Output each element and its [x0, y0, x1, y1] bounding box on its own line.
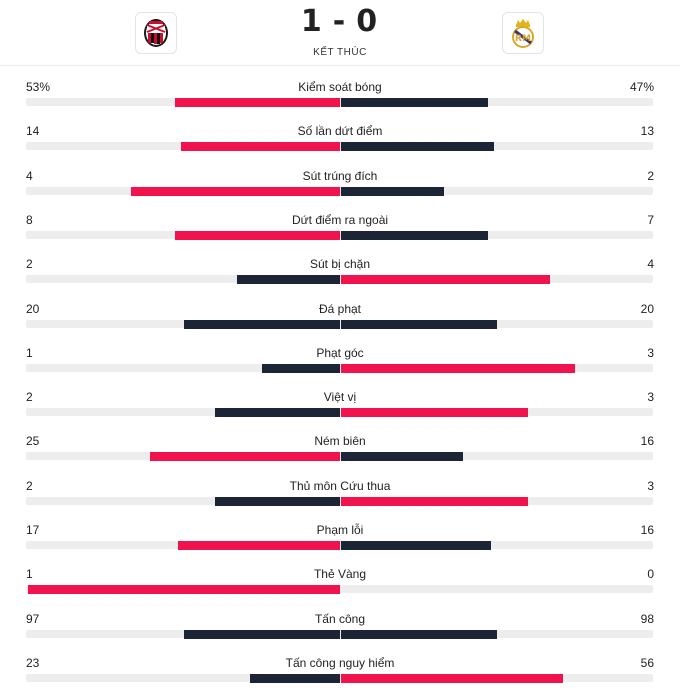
- stat-label: Việt vị: [323, 390, 357, 405]
- home-stat-bar: [28, 585, 340, 595]
- away-stat-value: 98: [640, 611, 654, 626]
- stat-label: Tấn công nguy hiểm: [285, 655, 395, 670]
- away-stat-value: 3: [647, 478, 654, 493]
- home-stat-bar: [175, 98, 340, 107]
- home-team-logo[interactable]: [135, 12, 177, 54]
- stat-label: Đá phạt: [318, 301, 362, 316]
- home-stat-value: 2: [26, 478, 33, 493]
- away-stat-bar: [341, 363, 575, 373]
- stat-label: Phạt góc: [316, 345, 364, 360]
- real-madrid-crest-icon: RM: [512, 19, 534, 48]
- away-stat-bar: [341, 275, 550, 285]
- home-stat-bar: [215, 408, 340, 418]
- away-stat-bar: [341, 408, 528, 418]
- away-stat-value: 16: [640, 434, 654, 449]
- home-stat-value: 25: [26, 434, 40, 449]
- home-stat-value: 53%: [26, 80, 51, 94]
- stat-row: 20 Đá phạt 20: [0, 288, 680, 332]
- stat-row: 2 Sút bị chặn 4: [0, 243, 680, 287]
- home-stat-value: 2: [26, 257, 33, 272]
- stat-row: 25 Ném biên 16: [0, 420, 680, 464]
- home-stat-bar: [215, 496, 340, 506]
- home-stat-bar: [184, 629, 340, 639]
- away-stat-value: 4: [647, 257, 654, 272]
- stat-label: Ném biên: [314, 434, 366, 449]
- stat-label: Dứt điểm ra ngoài: [291, 212, 389, 227]
- away-stat-value: 47%: [629, 80, 654, 94]
- away-stat-bar: [341, 186, 444, 196]
- home-stat-bar: [237, 275, 340, 285]
- stat-row: 2 Việt vị 3: [0, 376, 680, 420]
- home-stat-bar: [131, 186, 340, 196]
- home-stat-value: 1: [26, 345, 33, 360]
- home-stat-bar: [262, 363, 340, 373]
- home-stat-value: 17: [26, 523, 40, 537]
- stat-label: Phạm lỗi: [316, 523, 364, 537]
- scoreline: 1-0: [0, 4, 680, 39]
- home-stat-bar: [178, 541, 340, 550]
- away-stat-value: 2: [647, 168, 654, 183]
- home-stat-bar: [250, 673, 340, 683]
- stat-label: Số lần dứt điểm: [297, 124, 383, 139]
- stat-row: 97 Tấn công 98: [0, 598, 680, 642]
- home-stat-bar: [184, 319, 340, 329]
- home-stat-bar: [150, 452, 340, 462]
- away-stat-value: 56: [640, 655, 654, 670]
- home-stat-bar: [175, 230, 340, 240]
- stat-label: Thẻ Vàng: [313, 567, 367, 582]
- away-stat-bar: [341, 98, 488, 107]
- home-stat-bar: [181, 142, 340, 152]
- svg-text:RM: RM: [515, 34, 531, 44]
- away-stat-bar: [341, 452, 463, 462]
- away-stat-bar: [341, 319, 497, 329]
- ac-milan-crest-icon: [144, 19, 168, 47]
- home-stat-value: 97: [26, 611, 40, 626]
- away-stat-bar: [341, 541, 491, 550]
- away-team-logo[interactable]: RM: [502, 12, 544, 54]
- stat-row: 4 Sút trúng đích 2: [0, 155, 680, 199]
- stat-row: 1 Phạt góc 3: [0, 332, 680, 376]
- stat-row: 1 Thẻ Vàng 0: [0, 553, 680, 597]
- stat-row: 17 Phạm lỗi 16: [0, 509, 680, 553]
- home-stat-value: 4: [26, 168, 33, 183]
- score-separator: -: [332, 4, 348, 39]
- away-stat-value: 0: [647, 567, 654, 582]
- stat-label: Sút bị chặn: [309, 257, 371, 272]
- stat-label: Kiểm soát bóng: [298, 80, 382, 94]
- stat-row: 23 Tấn công nguy hiểm 56: [0, 642, 680, 686]
- away-stat-value: 3: [647, 345, 654, 360]
- home-stat-value: 23: [26, 655, 40, 670]
- away-stat-value: 3: [647, 390, 654, 405]
- stat-label: Sút trúng đích: [302, 168, 378, 183]
- away-stat-value: 20: [640, 301, 654, 316]
- away-stat-bar: [341, 629, 497, 639]
- stat-row: 14 Số lần dứt điểm 13: [0, 110, 680, 154]
- home-stat-value: 20: [26, 301, 40, 316]
- stat-row: 2 Thủ môn Cứu thua 3: [0, 465, 680, 509]
- match-header: 1-0 KẾT THÚC RM: [0, 0, 680, 66]
- away-stat-value: 7: [647, 212, 654, 227]
- stat-row: 8 Dứt điểm ra ngoài 7: [0, 199, 680, 243]
- home-stat-value: 14: [26, 124, 40, 139]
- away-stat-bar: [341, 230, 488, 240]
- stat-row: 53% Kiểm soát bóng 47%: [0, 66, 680, 110]
- home-score: 1: [300, 4, 324, 39]
- stat-label: Tấn công: [314, 611, 366, 626]
- home-stat-value: 8: [26, 212, 33, 227]
- match-status: KẾT THÚC: [313, 47, 367, 58]
- away-stat-value: 13: [640, 124, 654, 139]
- away-score: 0: [356, 4, 380, 39]
- away-stat-bar: [341, 142, 494, 152]
- away-stat-bar: [341, 673, 563, 683]
- away-stat-value: 16: [640, 523, 654, 537]
- home-stat-value: 1: [26, 567, 33, 582]
- away-stat-bar: [341, 496, 528, 506]
- home-stat-value: 2: [26, 390, 33, 405]
- stat-label: Thủ môn Cứu thua: [289, 478, 391, 493]
